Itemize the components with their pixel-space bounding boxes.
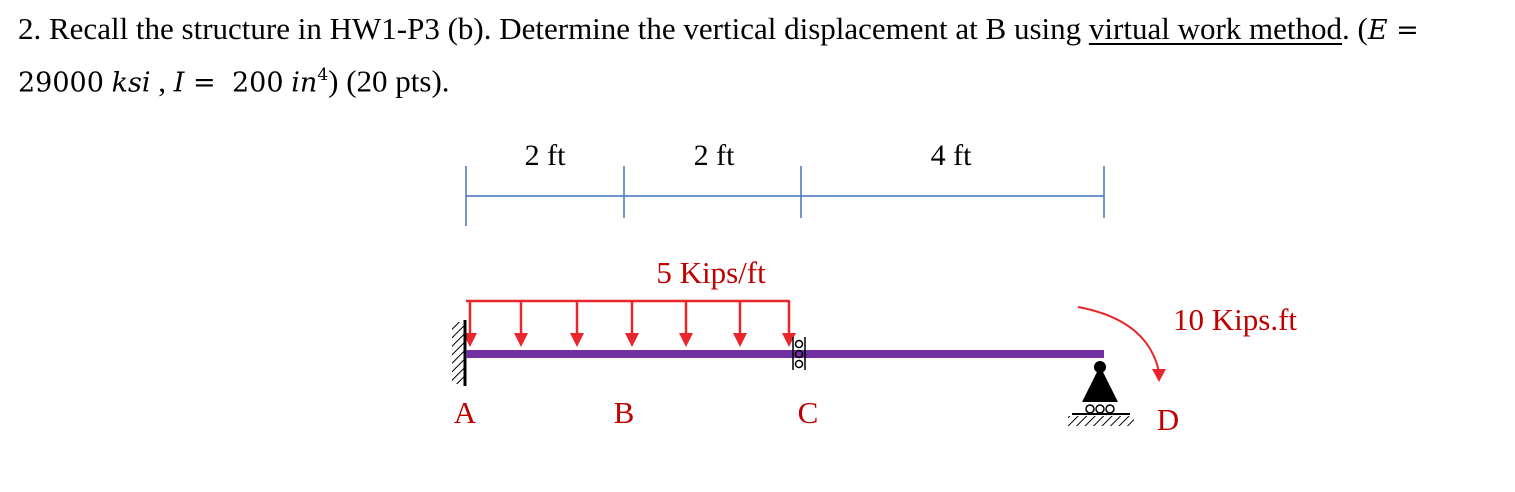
load-arrow (679, 301, 693, 347)
fixed-support-A (452, 320, 467, 386)
beam (466, 350, 1104, 358)
I-exponent: 4 (317, 65, 329, 85)
moment-label: 10 Kips.ft (1173, 302, 1297, 337)
question-text: 2. Recall the structure in HW1-P3 (b). D… (18, 11, 1419, 99)
distributed-load-label: 5 Kips/ft (656, 255, 766, 290)
E-value: 29000 (18, 67, 104, 99)
points-label: (20 pts). (346, 63, 450, 99)
question-body: Recall the structure in HW1-P3 (b). Dete… (49, 11, 1082, 46)
load-arrow (570, 301, 584, 347)
distributed-load (463, 299, 796, 347)
load-arrow (782, 301, 796, 347)
load-arrow (514, 301, 528, 347)
internal-roller-C (792, 337, 806, 370)
dimension-label-BC: 2 ft (694, 139, 735, 172)
load-arrow (625, 301, 639, 347)
virtual-work-method-link-text: virtual work method (1088, 11, 1343, 46)
point-label-D: D (1157, 402, 1179, 437)
point-label-A: A (454, 395, 477, 430)
point-label-C: C (798, 395, 819, 430)
load-arrow (733, 301, 747, 347)
question-number: 2. (18, 11, 42, 46)
pin-support-D (1068, 361, 1134, 426)
point-label-B: B (614, 395, 635, 430)
I-value: 200 (231, 67, 284, 99)
E-symbol: E (1367, 15, 1388, 46)
dimension-line (465, 166, 1105, 226)
dimension-label-CD: 4 ft (931, 139, 972, 172)
moment-arrow-D (1077, 306, 1166, 382)
I-symbol: I (173, 67, 185, 99)
I-unit: in (291, 67, 318, 99)
dimension-label-AB: 2 ft (525, 139, 566, 172)
E-unit: ksi (111, 67, 151, 99)
